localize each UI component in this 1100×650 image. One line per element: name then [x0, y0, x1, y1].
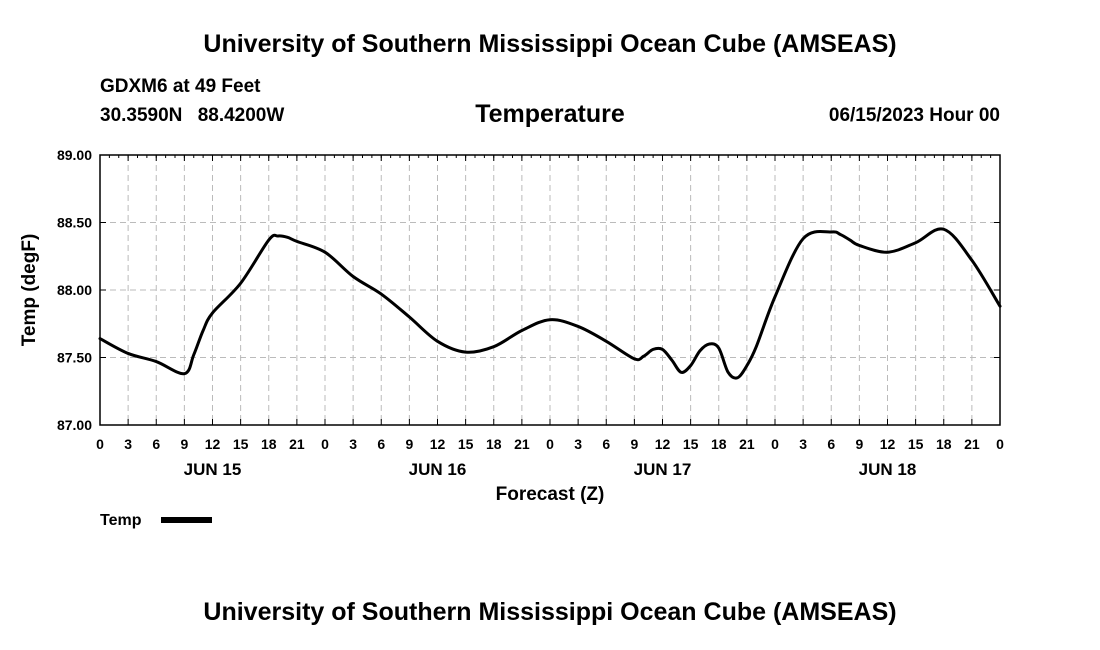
x-tick-label: 6	[602, 436, 610, 452]
x-tick-label: 21	[514, 436, 530, 452]
chart-subtitle: Temperature	[475, 100, 625, 128]
y-tick-label: 87.00	[57, 417, 92, 433]
x-tick-label: 21	[289, 436, 305, 452]
grid-layer	[100, 155, 1000, 425]
x-tick-label: 9	[855, 436, 863, 452]
footer-title: University of Southern Mississippi Ocean…	[203, 598, 897, 626]
x-tick-label: 15	[233, 436, 249, 452]
x-tick-label: 21	[739, 436, 755, 452]
x-tick-label: 6	[827, 436, 835, 452]
series-line-temp	[98, 227, 1002, 380]
x-tick-label: 6	[152, 436, 160, 452]
x-tick-label: 21	[964, 436, 980, 452]
x-tick-label: 3	[124, 436, 132, 452]
forecast-datetime: 06/15/2023 Hour 00	[828, 105, 1000, 126]
latitude-label: 30.3590N	[100, 105, 183, 126]
chart-title: University of Southern Mississippi Ocean…	[203, 30, 897, 58]
legend-label-temp: Temp	[100, 512, 142, 529]
x-tick-label: 9	[630, 436, 638, 452]
y-tick-label: 88.50	[57, 215, 92, 231]
x-tick-label: 0	[996, 436, 1004, 452]
x-tick-label: 18	[711, 436, 727, 452]
y-axis-title: Temp (degF)	[19, 234, 40, 347]
x-tick-label: 12	[880, 436, 896, 452]
legend: Temp	[100, 512, 212, 529]
y-tick-label: 88.00	[57, 282, 92, 298]
x-tick-label: 3	[349, 436, 357, 452]
day-label: JUN 15	[184, 460, 242, 479]
y-tick-label: 87.50	[57, 350, 92, 366]
x-tick-label: 0	[321, 436, 329, 452]
x-tick-label: 3	[574, 436, 582, 452]
x-tick-label: 18	[486, 436, 502, 452]
x-tick-label: 15	[683, 436, 699, 452]
x-tick-label: 18	[936, 436, 952, 452]
day-label: JUN 16	[409, 460, 467, 479]
x-tick-label: 15	[458, 436, 474, 452]
x-tick-label: 9	[180, 436, 188, 452]
longitude-label: 88.4200W	[197, 105, 285, 126]
y-tick-label: 89.00	[57, 147, 92, 163]
x-tick-label: 12	[430, 436, 446, 452]
x-tick-label: 6	[377, 436, 385, 452]
station-label: GDXM6 at 49 Feet	[100, 76, 261, 97]
x-tick-label: 0	[96, 436, 104, 452]
x-tick-label: 0	[771, 436, 779, 452]
x-tick-label: 12	[655, 436, 671, 452]
x-tick-label: 0	[546, 436, 554, 452]
x-tick-label: 12	[205, 436, 221, 452]
x-tick-label: 9	[405, 436, 413, 452]
x-tick-label: 18	[261, 436, 277, 452]
day-label: JUN 18	[859, 460, 917, 479]
axis-layer: 0 3 6 9 12 15 18 21 0 3 6 9 12 15 18 21 0 3 6 9 12 15 18 21 0 3 6 9…	[57, 147, 1004, 479]
station-coordinates: 30.3590N 88.4200W	[100, 105, 284, 127]
series-layer	[98, 227, 1002, 380]
x-tick-label: 15	[908, 436, 924, 452]
x-axis-title: Forecast (Z)	[496, 484, 605, 505]
day-label: JUN 17	[634, 460, 692, 479]
x-tick-label: 3	[799, 436, 807, 452]
